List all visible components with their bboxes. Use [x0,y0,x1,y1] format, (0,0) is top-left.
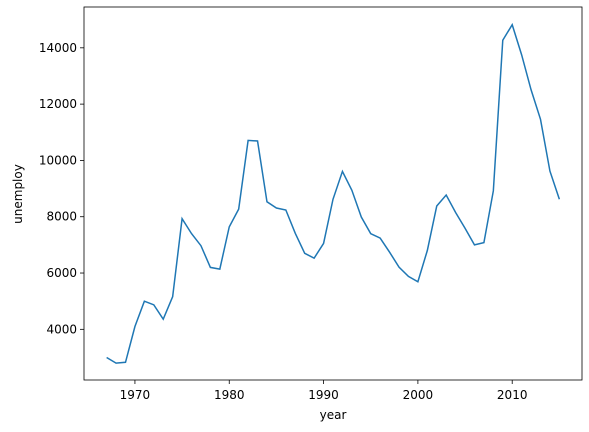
data-line [106,22,561,364]
x-tick-label: 1980 [214,388,245,402]
plot-frame [83,6,583,381]
y-tick-label: 6000 [46,266,77,280]
y-tick-label: 4000 [46,322,77,336]
x-tick-label: 1970 [120,388,151,402]
y-axis-label: unemploy [11,164,25,224]
x-tick-label: 1990 [308,388,339,402]
y-tick-label: 14000 [39,41,77,55]
x-axis-label: year [320,408,347,422]
x-tick-label: 2010 [497,388,528,402]
y-tick-label: 8000 [46,210,77,224]
x-tick-label: 2000 [403,388,434,402]
y-tick-label: 12000 [39,97,77,111]
y-tick-label: 10000 [39,153,77,167]
